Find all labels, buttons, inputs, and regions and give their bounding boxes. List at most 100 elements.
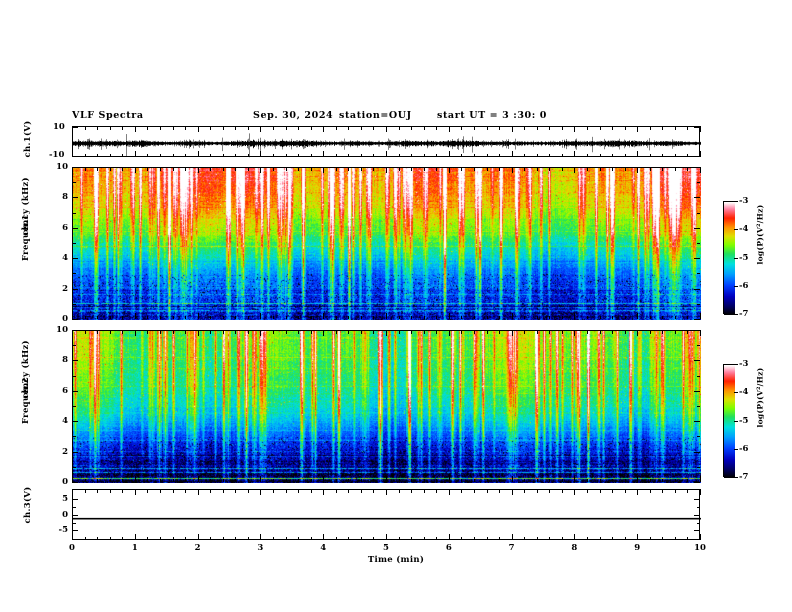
x-tick-minor (599, 167, 601, 171)
x-tick-minor (511, 489, 513, 495)
x-tick-minor (122, 126, 124, 130)
x-tick-minor (398, 167, 400, 171)
x-tick-minor (222, 153, 224, 157)
x-tick-minor (373, 330, 375, 334)
x-tick-minor (134, 167, 136, 173)
x-tick-minor (461, 153, 463, 157)
x-tick-minor (172, 153, 174, 157)
x-tick-minor (423, 536, 425, 540)
x-tick-minor (649, 489, 651, 493)
x-tick-minor (84, 315, 86, 319)
x-tick-minor (159, 330, 161, 334)
ch2-spec-y-tick-minor (72, 375, 76, 377)
x-tick-minor (436, 126, 438, 130)
ch1-spec-y-tick-minor (72, 273, 76, 275)
ch1-colorbar-label: -5 (739, 252, 749, 263)
x-tick-minor (273, 167, 274, 171)
ch2-spec-y-tick-minor (696, 406, 700, 407)
x-tick-minor (323, 534, 325, 540)
ch1-spec-y-label: 8 (62, 192, 68, 203)
x-tick-minor (649, 153, 651, 157)
x-tick-minor (599, 536, 601, 540)
x-tick-minor (649, 126, 651, 130)
x-tick-minor (637, 151, 639, 157)
x-tick-minor (549, 167, 551, 171)
ch3-waveform-panel (72, 489, 701, 541)
x-tick-minor (587, 315, 588, 319)
ch2-colorbar-tick (734, 420, 738, 422)
x-tick-minor (461, 315, 463, 319)
x-tick-minor (549, 489, 551, 493)
x-tick-minor (511, 313, 513, 319)
x-tick-minor (97, 315, 99, 319)
x-tick-label: 2 (194, 543, 201, 553)
x-tick-minor (247, 478, 249, 482)
x-tick-minor (624, 330, 626, 334)
x-tick-minor (235, 536, 237, 540)
x-tick-minor (700, 151, 701, 157)
x-tick-minor (373, 126, 375, 130)
x-tick-minor (700, 330, 701, 336)
x-tick-minor (197, 489, 199, 495)
x-tick-minor (574, 167, 576, 173)
x-tick-minor (423, 167, 425, 171)
ch3-wave-y-tick-minor (72, 506, 76, 508)
x-tick-minor (197, 151, 199, 157)
x-tick-minor (549, 153, 551, 157)
x-tick-minor (700, 489, 701, 495)
x-tick-minor (524, 330, 526, 334)
x-tick-minor (612, 330, 614, 334)
x-tick-minor (298, 330, 300, 334)
ch2-spec-y-tick-minor (72, 390, 76, 392)
ch1-waveform-canvas (73, 127, 701, 158)
x-tick-minor (386, 489, 387, 495)
x-tick-minor (386, 534, 387, 540)
ch1-spec-y-tick-minor (72, 288, 76, 290)
ch3-wave-y-tick-minor (696, 530, 700, 532)
x-tick-minor (411, 489, 413, 493)
ch1-spec-y-tick-minor (72, 227, 76, 229)
x-tick-minor (649, 315, 651, 319)
ch1-spec-y-tick-minor (696, 182, 700, 184)
x-tick-minor (360, 478, 362, 482)
x-tick-minor (587, 153, 588, 157)
ch1-colorbar (723, 201, 735, 315)
x-tick-minor (247, 126, 249, 130)
ch1-colorbar-label: -4 (739, 224, 749, 235)
x-tick-label: 7 (508, 543, 515, 553)
x-tick-minor (122, 153, 124, 157)
x-tick-minor (109, 315, 111, 319)
x-tick-minor (185, 478, 186, 482)
x-tick-minor (574, 126, 576, 132)
x-tick-minor (649, 536, 651, 540)
x-tick-minor (448, 330, 450, 336)
x-tick-minor (285, 167, 287, 171)
x-tick-minor (524, 126, 526, 130)
x-tick-minor (561, 126, 563, 130)
x-tick-minor (298, 315, 300, 319)
x-tick-minor (323, 330, 325, 336)
ch1-spec-y-tick-minor (72, 258, 76, 260)
x-tick-minor (235, 489, 237, 493)
x-tick-minor (411, 478, 413, 482)
x-tick-minor (637, 489, 639, 495)
x-tick-minor (549, 315, 551, 319)
x-tick-minor (612, 478, 614, 482)
ch2-spec-y-label: 4 (62, 416, 68, 427)
ch3-wave-y-tick-minor (696, 514, 700, 516)
x-tick-minor (423, 478, 425, 482)
x-tick-minor (486, 167, 488, 171)
x-tick-minor (411, 153, 413, 157)
x-tick-minor (247, 153, 249, 157)
x-tick-minor (499, 315, 500, 319)
x-tick-minor (310, 478, 312, 482)
x-tick-minor (687, 478, 689, 482)
x-tick-minor (323, 313, 325, 319)
x-tick-minor (298, 536, 300, 540)
x-tick-minor (323, 476, 325, 482)
x-tick-minor (536, 126, 538, 130)
x-tick-minor (599, 315, 601, 319)
x-tick-minor (398, 153, 400, 157)
x-tick-minor (637, 330, 639, 336)
